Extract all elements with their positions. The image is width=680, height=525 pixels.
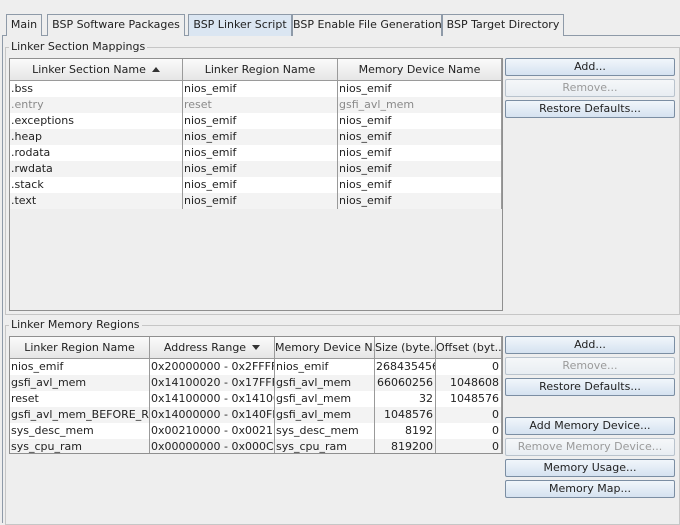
group-title: Linker Memory Regions <box>9 318 142 332</box>
table-cell[interactable]: sys_cpu_ram <box>275 439 375 454</box>
button[interactable]: Restore Defaults... <box>505 378 675 396</box>
table-cell[interactable]: .heap <box>10 129 183 145</box>
tab[interactable]: BSP Linker Script <box>188 14 292 36</box>
button[interactable]: Memory Map... <box>505 480 675 498</box>
column-header[interactable]: Address Range <box>150 337 275 359</box>
column-header[interactable]: Offset (byt... <box>436 337 502 359</box>
header-text: Offset (byt... <box>436 341 502 354</box>
sort-arrow <box>152 67 160 72</box>
table-cell[interactable]: 0x14100000 - 0x14100... <box>150 391 275 407</box>
section-table: Linker Section Name Linker Region Name Mem… <box>9 58 503 311</box>
header-text: Address Range <box>164 341 246 354</box>
table-cell[interactable]: 819200 <box>375 439 436 454</box>
column-header[interactable]: Size (byte... <box>375 337 436 359</box>
region-table: Linker Region Name Address Range Memory De… <box>9 336 503 454</box>
table-cell[interactable]: 0x00000000 - 0x000C... <box>150 439 275 454</box>
table-cell[interactable]: 1048576 <box>375 407 436 423</box>
table-cell[interactable]: .bss <box>10 81 183 97</box>
table-cell[interactable]: reset <box>183 97 338 113</box>
table-cell[interactable]: nios_emif <box>275 359 375 375</box>
table-cell[interactable]: sys_desc_mem <box>10 423 150 439</box>
tab[interactable]: BSP Software Packages <box>47 14 185 36</box>
group-title: Linker Section Mappings <box>9 40 147 54</box>
table-cell[interactable]: .text <box>10 193 183 209</box>
table-cell[interactable]: .exceptions <box>10 113 183 129</box>
table-cell[interactable]: sys_cpu_ram <box>10 439 150 454</box>
table-cell[interactable]: nios_emif <box>338 129 502 145</box>
table-cell[interactable]: 1048608 <box>436 375 502 391</box>
button[interactable]: Memory Usage... <box>505 459 675 477</box>
table-cell[interactable]: nios_emif <box>338 193 502 209</box>
button[interactable]: Add Memory Device... <box>505 417 675 435</box>
header-text: Linker Section Name <box>32 63 146 76</box>
table-cell[interactable]: .entry <box>10 97 183 113</box>
table-cell[interactable]: nios_emif <box>338 113 502 129</box>
header-text: Size (byte... <box>375 341 436 354</box>
table-cell[interactable]: nios_emif <box>10 359 150 375</box>
button[interactable]: Add... <box>505 58 675 76</box>
button[interactable]: Remove Memory Device... <box>505 438 675 456</box>
table-cell[interactable]: 1048576 <box>436 391 502 407</box>
table-cell[interactable]: nios_emif <box>183 145 338 161</box>
table-cell[interactable]: nios_emif <box>183 161 338 177</box>
column-header[interactable]: Memory Device Name <box>338 59 502 81</box>
column-header[interactable]: Linker Region Name <box>10 337 150 359</box>
table-cell[interactable]: reset <box>10 391 150 407</box>
table-cell[interactable]: 0 <box>436 359 502 375</box>
table-cell[interactable]: nios_emif <box>183 177 338 193</box>
tab[interactable]: BSP Enable File Generation <box>292 14 442 36</box>
button[interactable]: Remove... <box>505 357 675 375</box>
table-cell[interactable]: gsfi_avl_mem <box>338 97 502 113</box>
table-cell[interactable]: 0x14100020 - 0x17FFF... <box>150 375 275 391</box>
table-cell[interactable]: nios_emif <box>338 161 502 177</box>
table-cell[interactable]: 66060256 <box>375 375 436 391</box>
table-cell[interactable]: 268435456 <box>375 359 436 375</box>
button[interactable]: Restore Defaults... <box>505 100 675 118</box>
button[interactable]: Add... <box>505 336 675 354</box>
column-header[interactable]: Linker Region Name <box>183 59 338 81</box>
tab[interactable]: Main <box>6 14 42 36</box>
table-cell[interactable]: .stack <box>10 177 183 193</box>
table-cell[interactable]: nios_emif <box>183 113 338 129</box>
table-cell[interactable]: nios_emif <box>338 81 502 97</box>
table-cell[interactable]: nios_emif <box>338 177 502 193</box>
tab[interactable]: BSP Target Directory <box>442 14 564 36</box>
table-cell[interactable]: nios_emif <box>183 193 338 209</box>
header-text: Memory Device Name <box>359 63 481 76</box>
table-cell[interactable]: .rodata <box>10 145 183 161</box>
header-text: Linker Region Name <box>205 63 316 76</box>
table-cell[interactable]: sys_desc_mem <box>275 423 375 439</box>
table-cell[interactable]: gsfi_avl_mem <box>275 375 375 391</box>
table-cell[interactable]: nios_emif <box>183 129 338 145</box>
table-cell[interactable]: 0x14000000 - 0x140FF... <box>150 407 275 423</box>
table-cell[interactable]: 0 <box>436 423 502 439</box>
column-header[interactable]: Linker Section Name <box>10 59 183 81</box>
table-cell[interactable]: 8192 <box>375 423 436 439</box>
table-cell[interactable]: 32 <box>375 391 436 407</box>
table-cell[interactable]: gsfi_avl_mem <box>10 375 150 391</box>
table-cell[interactable]: nios_emif <box>338 145 502 161</box>
table-cell[interactable]: .rwdata <box>10 161 183 177</box>
column-header[interactable]: Memory Device N... <box>275 337 375 359</box>
table-cell[interactable]: gsfi_avl_mem <box>275 407 375 423</box>
table-cell[interactable]: 0x20000000 - 0x2FFFF... <box>150 359 275 375</box>
table-cell[interactable]: 0 <box>436 407 502 423</box>
table-cell[interactable]: gsfi_avl_mem <box>275 391 375 407</box>
sort-arrow <box>252 345 260 350</box>
table-cell[interactable]: gsfi_avl_mem_BEFORE_R... <box>10 407 150 423</box>
table-cell[interactable]: 0x00210000 - 0x00211... <box>150 423 275 439</box>
button[interactable]: Remove... <box>505 79 675 97</box>
header-text: Memory Device N... <box>275 341 375 354</box>
table-cell[interactable]: 0 <box>436 439 502 454</box>
header-text: Linker Region Name <box>24 341 135 354</box>
table-cell[interactable]: nios_emif <box>183 81 338 97</box>
